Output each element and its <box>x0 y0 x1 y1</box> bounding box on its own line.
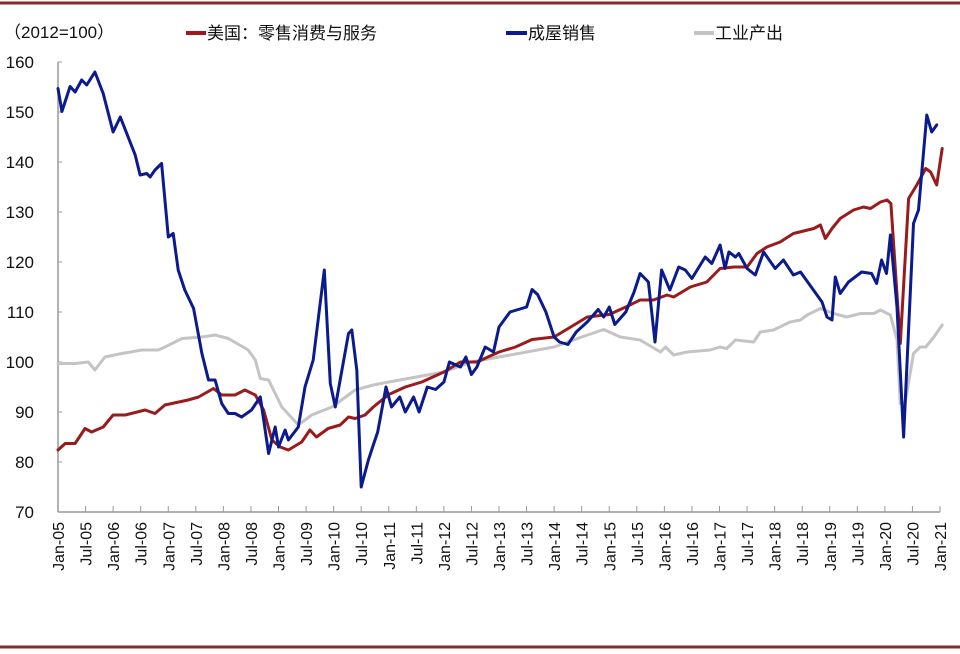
x-tick-label: Jul-11 <box>409 522 426 564</box>
x-tick-label: Jul-06 <box>134 522 151 566</box>
y-tick-label: 150 <box>6 103 34 122</box>
y-ticks: 70 80 90 100 110 120 130 140 150 160 <box>6 53 62 522</box>
x-tick-label: Jul-13 <box>520 522 537 566</box>
x-tick-label: Jul-17 <box>740 522 757 566</box>
x-tick-label: Jan-07 <box>161 522 178 571</box>
y-tick-label: 80 <box>15 453 34 472</box>
x-tick-label: Jan-15 <box>602 522 619 571</box>
legend-label-retail: 美国：零售消费与服务 <box>207 24 377 44</box>
x-ticks: Jan-05 Jul-05 Jan-06 Jul-06 Jan-07 Jul-07 Jan-… <box>51 506 950 571</box>
legend-label-industrial: 工业产出 <box>715 24 783 44</box>
unit-label: （2012=100） <box>4 23 114 42</box>
x-tick-label: Jan-13 <box>492 522 509 571</box>
x-tick-label: Jul-05 <box>79 522 96 566</box>
x-tick-label: Jan-20 <box>878 522 895 571</box>
legend-item-industrial: 工业产出 <box>694 24 783 44</box>
x-tick-label: Jul-19 <box>850 522 867 566</box>
legend-item-retail: 美国：零售消费与服务 <box>186 24 377 44</box>
x-tick-label: Jul-07 <box>189 522 206 566</box>
y-tick-label: 130 <box>6 203 34 222</box>
x-tick-label: Jan-14 <box>547 522 564 571</box>
legend: 美国：零售消费与服务 成屋销售 工业产出 <box>186 24 783 44</box>
x-tick-label: Jan-18 <box>768 522 785 571</box>
x-tick-label: Jul-12 <box>464 522 481 566</box>
y-tick-label: 90 <box>15 403 34 422</box>
x-tick-label: Jul-08 <box>244 522 261 566</box>
x-tick-label: Jan-10 <box>327 522 344 571</box>
x-tick-label: Jul-18 <box>795 522 812 566</box>
x-tick-label: Jul-20 <box>905 522 922 566</box>
series-line-industrial <box>56 307 944 427</box>
x-tick-label: Jan-09 <box>272 522 289 571</box>
x-tick-label: Jul-10 <box>354 522 371 566</box>
x-tick-label: Jul-09 <box>299 522 316 566</box>
axes <box>57 62 940 513</box>
y-tick-label: 70 <box>15 503 34 522</box>
series-lines <box>56 70 944 489</box>
x-tick-label: Jul-15 <box>630 522 647 566</box>
x-tick-label: Jan-17 <box>713 522 730 571</box>
legend-item-home-sales: 成屋销售 <box>506 24 596 44</box>
y-tick-label: 100 <box>6 353 34 372</box>
y-tick-label: 140 <box>6 153 34 172</box>
y-tick-label: 120 <box>6 253 34 272</box>
x-tick-label: Jan-21 <box>933 522 950 571</box>
x-tick-label: Jul-14 <box>575 522 592 566</box>
y-tick-label: 110 <box>7 303 34 322</box>
x-tick-label: Jan-05 <box>51 522 68 571</box>
series-line-home-sales <box>56 70 939 489</box>
x-tick-label: Jul-16 <box>685 522 702 566</box>
x-tick-label: Jan-08 <box>216 522 233 571</box>
y-tick-label: 160 <box>6 53 34 72</box>
x-tick-label: Jan-12 <box>437 522 454 571</box>
legend-label-home-sales: 成屋销售 <box>528 24 596 44</box>
x-tick-label: Jan-11 <box>382 522 399 570</box>
x-tick-label: Jan-06 <box>106 522 123 571</box>
x-tick-label: Jan-16 <box>657 522 674 571</box>
x-tick-label: Jan-19 <box>823 522 840 571</box>
series-line-retail <box>56 147 944 452</box>
